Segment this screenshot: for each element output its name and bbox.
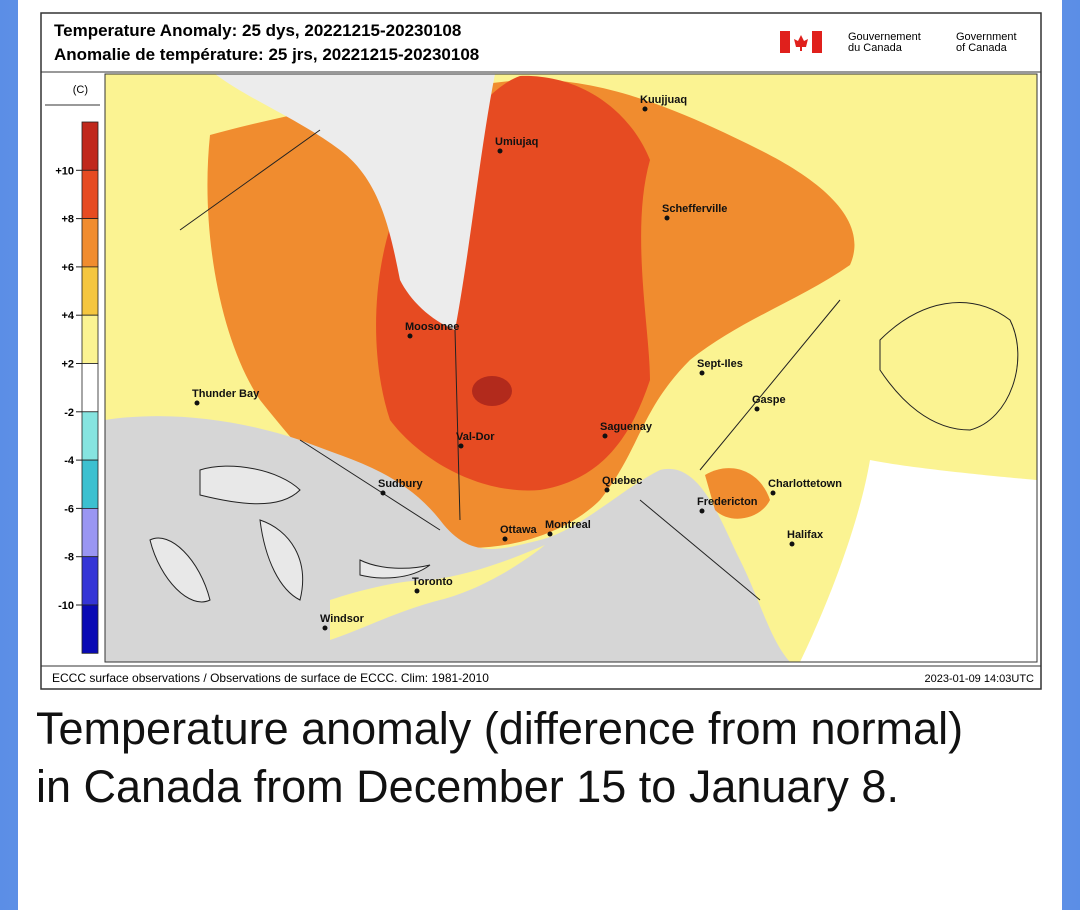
city-label: Saguenay [600, 421, 653, 433]
legend-label: -2 [64, 407, 74, 419]
legend-band [81, 556, 99, 606]
city-dot [664, 215, 670, 221]
city-label: Schefferville [662, 203, 727, 215]
footer-timestamp: 2023-01-09 14:03UTC [925, 673, 1035, 685]
legend-label: +2 [61, 359, 74, 371]
city-dot [699, 370, 705, 376]
legend-label: -6 [64, 503, 74, 515]
city-dot [642, 106, 648, 112]
logo-fr-2: du Canada [848, 42, 903, 54]
caption: Temperature anomaly (difference from nor… [36, 703, 964, 812]
city-label: Kuujjuaq [640, 94, 687, 106]
legend-label: +4 [61, 310, 74, 322]
map-figure: Temperature Anomaly: 25 dys, 20221215-20… [40, 12, 1042, 690]
city-dot [699, 508, 705, 514]
footer-source: ECCC surface observations / Observations… [52, 671, 489, 685]
city-label: Fredericton [697, 496, 758, 508]
city-dot [754, 406, 760, 412]
city-dot [547, 531, 553, 537]
logo-fr-1: Gouvernement [848, 31, 921, 43]
city-dot [770, 490, 776, 496]
legend-label: -4 [64, 455, 75, 467]
legend-band [81, 363, 99, 413]
legend-band [81, 169, 99, 220]
legend-band [81, 459, 99, 509]
legend-band [81, 218, 99, 268]
canada-flag [780, 31, 822, 53]
city-dot [458, 443, 464, 449]
map-border [104, 73, 1038, 663]
map-area [105, 74, 1037, 662]
city-label: Umiujaq [495, 136, 538, 148]
legend-band [81, 411, 99, 461]
legend-label: +8 [61, 214, 74, 226]
logo-en-1: Government [956, 31, 1017, 43]
legend-band [81, 266, 99, 316]
city-label: Ottawa [500, 524, 538, 536]
legend-band [81, 507, 99, 558]
city-label: Sept-Iles [697, 358, 743, 370]
cities: Kuujjuaq Umiujaq Schefferville Moosonee Sept… [192, 94, 842, 631]
legend: +10 +8 +6 +4 +2 -2 -4 -6 -8 -10 [55, 121, 99, 654]
city-label: Montreal [545, 519, 591, 531]
city-label: Toronto [412, 576, 453, 588]
city-dot [502, 536, 508, 542]
city-dot [414, 588, 420, 594]
legend-band [81, 121, 99, 171]
legend-label: +10 [55, 165, 74, 177]
city-label: Quebec [602, 475, 642, 487]
legend-band [81, 604, 99, 654]
city-label: Moosonee [405, 321, 459, 333]
legend-label: -10 [58, 600, 74, 612]
city-label: Val-Dor [456, 431, 495, 443]
city-label: Sudbury [378, 478, 423, 490]
legend-label: +6 [61, 262, 74, 274]
city-label: Gaspe [752, 394, 786, 406]
city-dot [602, 433, 608, 439]
city-dot [604, 487, 610, 493]
city-dot [380, 490, 386, 496]
city-label: Halifax [787, 529, 824, 541]
legend-band [81, 314, 99, 364]
city-label: Thunder Bay [192, 388, 260, 400]
logo-en-2: of Canada [956, 42, 1008, 54]
city-dot [322, 625, 328, 631]
city-label: Charlottetown [768, 478, 842, 490]
legend-label: -8 [64, 552, 74, 564]
city-dot [194, 400, 200, 406]
city-dot [407, 333, 413, 339]
city-dot [497, 148, 503, 154]
legend-unit: (C) [73, 84, 88, 96]
city-dot [789, 541, 795, 547]
title-fr: Anomalie de température: 25 jrs, 2022121… [54, 45, 479, 64]
city-label: Windsor [320, 613, 365, 625]
title-en: Temperature Anomaly: 25 dys, 20221215-20… [54, 21, 461, 40]
